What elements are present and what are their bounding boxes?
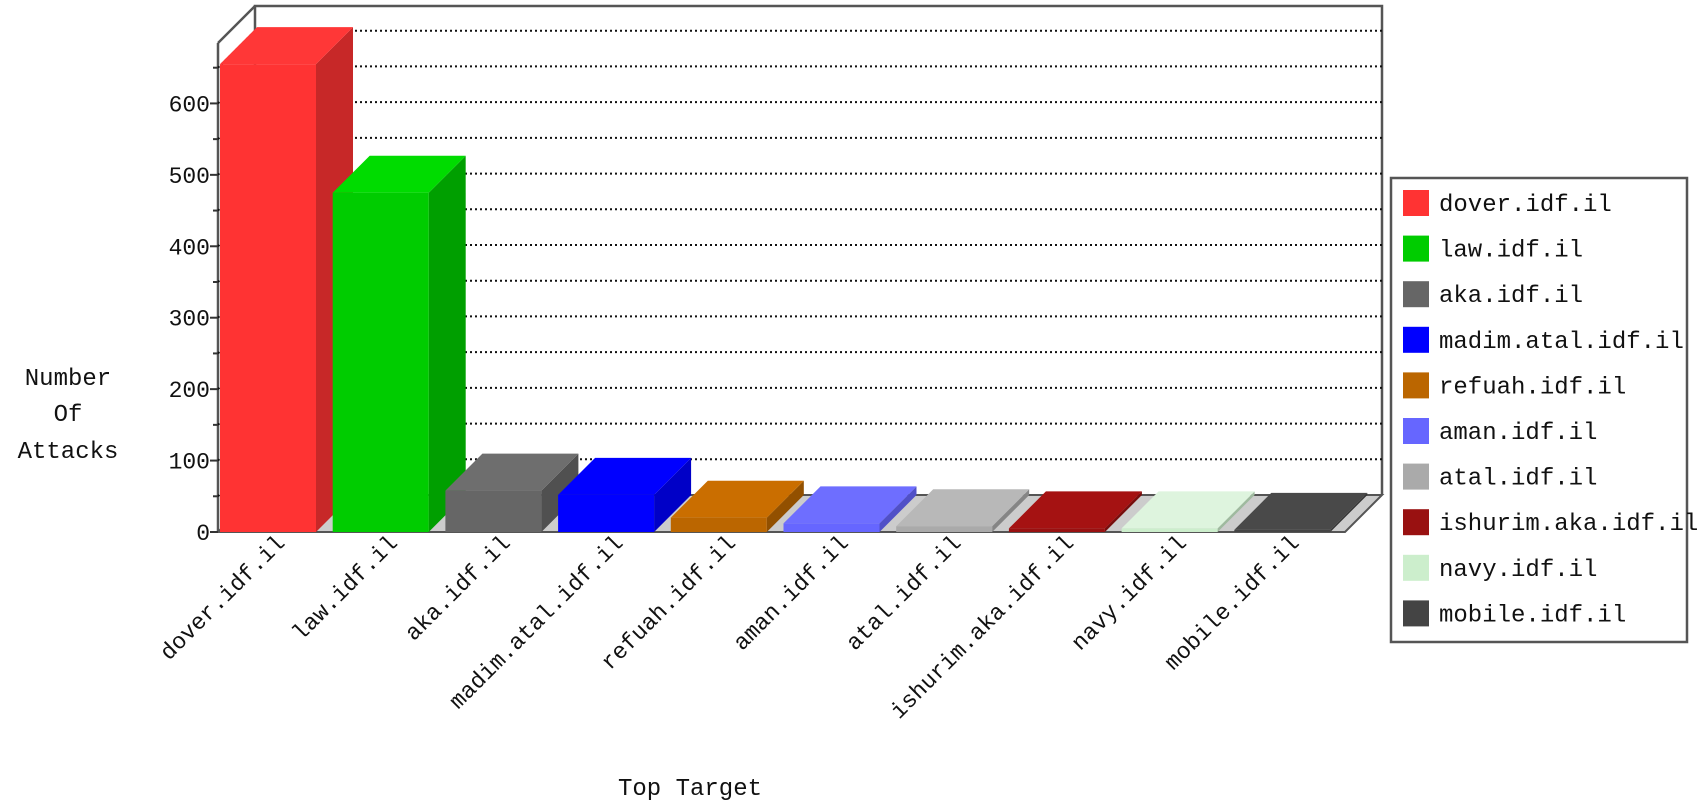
legend: dover.idf.il law.idf.il aka.idf.il madim.at… xyxy=(1389,176,1698,644)
bar-front xyxy=(896,526,993,532)
bar-top xyxy=(896,489,1030,527)
legend-item: madim.atal.idf.il xyxy=(1403,326,1684,356)
bar-top xyxy=(783,486,917,524)
x-tick-label: dover.idf.il xyxy=(155,531,291,667)
bar xyxy=(558,457,692,532)
bar xyxy=(1121,491,1255,532)
x-tick-label: ishurim.aka.idf.il xyxy=(886,531,1080,725)
y-axis-title-line-2: Of xyxy=(54,402,83,429)
y-tick-label: 100 xyxy=(169,450,210,476)
legend-label: atal.idf.il xyxy=(1439,466,1597,493)
y-tick-label: 300 xyxy=(169,307,210,333)
x-tick-label: law.idf.il xyxy=(288,531,404,647)
legend-item: navy.idf.il xyxy=(1403,554,1597,584)
legend-swatch xyxy=(1403,418,1429,444)
bar-top xyxy=(332,155,466,193)
bar-side xyxy=(992,489,1030,532)
bar-front xyxy=(783,523,880,532)
bar-side xyxy=(1330,492,1368,532)
bar-side xyxy=(766,480,804,532)
legend-label: law.idf.il xyxy=(1439,238,1583,265)
legend-label: madim.atal.idf.il xyxy=(1439,329,1684,356)
legend-item: refuah.idf.il xyxy=(1403,372,1626,401)
legend-swatch xyxy=(1403,235,1429,262)
legend-swatch xyxy=(1403,190,1429,216)
x-axis-title: Top Target xyxy=(618,776,762,803)
y-tick-label: 500 xyxy=(169,164,210,190)
bar xyxy=(1234,492,1368,532)
bar-side xyxy=(1217,491,1255,532)
legend-label: dover.idf.il xyxy=(1439,192,1612,219)
bar-top xyxy=(1008,491,1142,529)
x-tick-label: navy.idf.il xyxy=(1067,531,1193,657)
legend-swatch xyxy=(1403,372,1429,399)
legend-box xyxy=(1389,176,1689,644)
legend-item: ishurim.aka.idf.il xyxy=(1403,509,1698,538)
bar-side xyxy=(541,453,579,532)
legend-swatch xyxy=(1403,554,1429,581)
bar xyxy=(332,155,466,532)
y-tick-label: 400 xyxy=(169,235,210,261)
bar xyxy=(1008,491,1142,532)
bar-top xyxy=(670,480,804,518)
y-axis: 0 100 200 300 400 500 600 xyxy=(169,66,218,547)
bar-top xyxy=(445,453,579,491)
legend-swatch xyxy=(1403,509,1429,536)
bar-front xyxy=(220,64,316,533)
y-tick-label: 600 xyxy=(169,92,210,118)
legend-item: aka.idf.il xyxy=(1403,281,1583,310)
legend-item: mobile.idf.il xyxy=(1403,600,1626,629)
legend-label: navy.idf.il xyxy=(1439,557,1597,584)
bar-side xyxy=(654,457,692,532)
bar-top xyxy=(1234,492,1368,530)
bar-side xyxy=(879,486,917,532)
bar-front xyxy=(558,494,655,532)
x-axis-labels: dover.idf.illaw.idf.ilaka.idf.ilmadim.at… xyxy=(155,531,1305,725)
legend-label: ishurim.aka.idf.il xyxy=(1439,511,1698,538)
bar xyxy=(670,480,804,532)
bar-front xyxy=(1234,529,1331,532)
bar-side xyxy=(1104,491,1142,532)
bar-front xyxy=(1121,528,1218,532)
x-tick-label: aka.idf.il xyxy=(400,531,516,647)
bar-side xyxy=(428,155,466,532)
legend-item: law.idf.il xyxy=(1403,235,1583,265)
legend-label: refuah.idf.il xyxy=(1439,374,1626,401)
legend-item: aman.idf.il xyxy=(1403,418,1597,447)
legend-item: dover.idf.il xyxy=(1403,190,1612,219)
bar xyxy=(783,486,917,532)
bar-top xyxy=(220,27,353,65)
bars xyxy=(220,27,1368,533)
legend-label: aka.idf.il xyxy=(1439,283,1583,310)
x-tick-label: atal.idf.il xyxy=(841,531,967,657)
y-tick-label: 200 xyxy=(169,378,210,404)
x-tick-label: aman.idf.il xyxy=(729,531,855,657)
legend-item: atal.idf.il xyxy=(1403,463,1597,493)
bar-front xyxy=(332,192,429,532)
y-axis-title-line-1: Number xyxy=(25,366,111,393)
legend-swatch xyxy=(1403,281,1429,308)
legend-label: mobile.idf.il xyxy=(1439,602,1626,629)
bar-front xyxy=(1008,528,1105,532)
legend-swatch xyxy=(1403,600,1429,627)
bar xyxy=(896,489,1030,532)
legend-swatch xyxy=(1403,326,1429,353)
y-tick-label: 0 xyxy=(196,521,210,547)
left-wall-top-edge xyxy=(217,5,256,44)
bar-top xyxy=(1121,491,1255,529)
bar-top xyxy=(558,457,692,495)
y-axis-title-line-3: Attacks xyxy=(18,439,119,466)
legend-label: aman.idf.il xyxy=(1439,420,1597,447)
legend-swatch xyxy=(1403,463,1429,490)
bar-front xyxy=(445,490,542,532)
bar-front xyxy=(670,517,767,532)
bar xyxy=(445,453,579,532)
